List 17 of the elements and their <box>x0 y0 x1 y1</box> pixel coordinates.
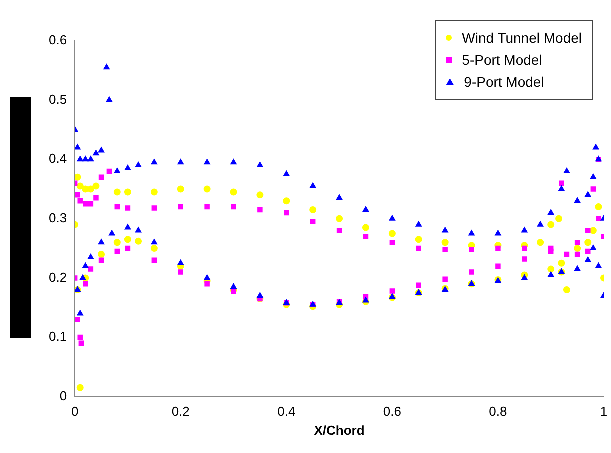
x-tick-label: 0.8 <box>489 404 508 420</box>
y-tick-label: 0.6 <box>48 32 68 48</box>
y-tick-label: 0.3 <box>48 210 68 226</box>
x-axis-title: X/Chord <box>314 422 365 438</box>
y-tick-label: 0.4 <box>48 151 68 166</box>
x-tick-label: 0 <box>71 404 79 420</box>
x-tick-label: 0.2 <box>172 404 190 420</box>
y-tick-label: 0.1 <box>48 329 68 344</box>
x-tick-label: 0.4 <box>278 404 296 420</box>
y-tick-label: 0.2 <box>48 270 68 285</box>
legend-label: 5-Port Model <box>462 51 542 70</box>
x-tick-label: 0.6 <box>383 404 402 420</box>
legend-label: 9-Port Model <box>464 73 544 92</box>
x-tick-label: 1 <box>600 404 608 420</box>
y-tick-label: 0 <box>60 388 68 404</box>
legend-label: Wind Tunnel Model <box>462 29 582 48</box>
y-tick-label: 0.5 <box>48 92 68 107</box>
